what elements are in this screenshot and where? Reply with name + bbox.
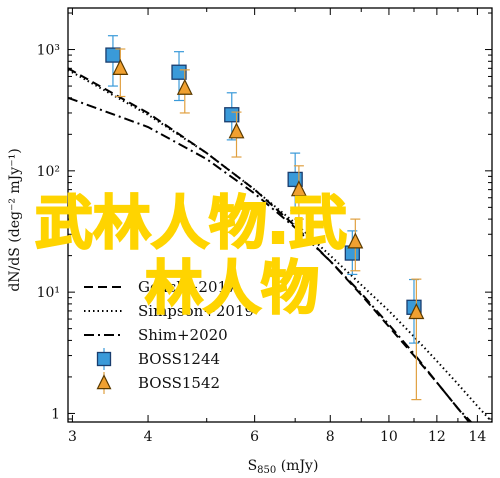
y-tick-label: 10³ [37,43,60,59]
watermark-line-2: 林人物 [145,254,319,322]
x-tick-label: 10 [380,429,398,445]
series-line-simpson-2019 [68,69,492,422]
data-point-boss1542 [228,122,245,139]
legend-entry-boss1244: BOSS1244 [96,348,220,370]
x-tick-label: 8 [326,429,335,445]
x-axis-label-subscript: 850 [257,465,276,476]
legend-swatch-boss1244 [96,351,112,367]
legend-swatch-boss1542 [96,374,112,390]
legend-label-simpson-2019: Simpson+2019 [138,302,254,320]
x-tick-label: 6 [250,429,259,445]
series-line-shim-2020 [68,96,473,422]
data-point-boss1244 [224,107,240,123]
data-point-boss1542 [112,58,129,75]
data-point-boss1542 [290,180,307,197]
data-point-boss1542 [347,232,364,249]
y-tick-label: 10² [37,164,60,180]
y-axis-label: dN/dS (deg⁻² mJy⁻¹) [7,148,23,291]
axis-ticks: 3 4 6 8 10 12 14 1 10¹ 10² 10³ [37,8,492,445]
legend-label-shim-2020: Shim+2020 [138,326,228,344]
data-point-boss1542 [176,78,193,95]
series-boss1542 [112,48,425,401]
plot-frame [67,7,493,423]
legend-label-boss1244: BOSS1244 [138,350,220,368]
data-point-boss1244 [171,64,187,80]
legend-entry-shim-2020: Shim+2020 [84,326,228,344]
legend-entry-boss1542: BOSS1542 [96,372,220,394]
x-axis-label-unit: (mJy) [276,458,318,474]
x-axis-label: S850 (mJy) [248,458,319,476]
legend-label-geach-2017: Geach+2017 [138,278,237,296]
x-tick-label: 14 [468,429,486,445]
legend-label-boss1542: BOSS1542 [138,374,220,392]
watermark-line-1: 武林人物.武 [35,189,347,257]
x-axis-label-main: S [248,458,258,474]
plot-area [68,35,492,422]
legend-entry-geach-2017: Geach+2017 [84,278,237,296]
data-point-boss1244 [105,47,121,63]
x-tick-label: 12 [428,429,446,445]
x-tick-label: 3 [68,429,77,445]
plot-content [68,35,492,422]
watermark: 武林人物.武 林人物 [34,188,348,323]
legend: Geach+2017 Simpson+2019 Shim+2020 BOSS1244 B… [84,278,254,394]
y-tick-label: 1 [51,406,60,422]
y-tick-label: 10¹ [37,285,60,301]
x-tick-label: 4 [144,429,153,445]
legend-entry-simpson-2019: Simpson+2019 [84,302,254,320]
plot-border [67,7,493,423]
data-point-boss1542 [408,303,425,320]
